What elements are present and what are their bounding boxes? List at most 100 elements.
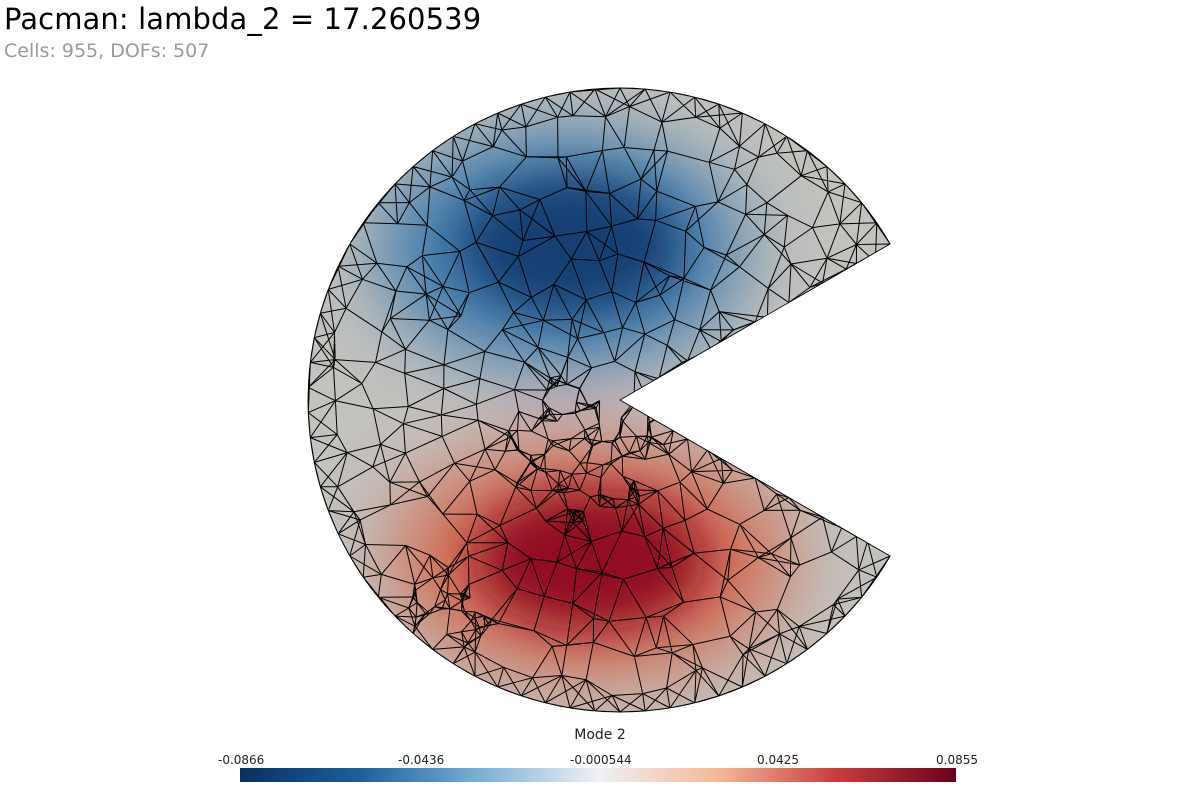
mesh-edge (337, 452, 348, 487)
mesh-edge (497, 677, 533, 688)
mesh-edge (474, 635, 482, 653)
mesh-edge (666, 652, 673, 689)
mesh-edge (539, 199, 556, 237)
mesh-edge (718, 311, 722, 342)
mesh-edge (545, 520, 574, 524)
mesh-edge (520, 677, 534, 697)
mesh-edge (449, 600, 463, 610)
mesh-edge (666, 319, 676, 346)
mesh-edge (519, 209, 556, 237)
mesh-edge (610, 455, 623, 465)
mesh-edge (572, 115, 606, 118)
mesh-edge (566, 618, 594, 646)
mesh-edge (381, 331, 406, 350)
mesh-edge (629, 88, 646, 107)
mesh-edge (766, 288, 769, 318)
mesh-edge (790, 510, 801, 538)
mesh-edge (579, 473, 588, 491)
mesh-edge (659, 294, 676, 320)
mesh-edge (612, 693, 643, 696)
mesh-edge (598, 400, 601, 424)
mesh-edge (632, 398, 648, 408)
mesh-edge (691, 469, 733, 473)
mesh-edge (390, 496, 428, 506)
mesh-edge (475, 215, 494, 243)
mesh-edge (647, 408, 651, 413)
mesh-edge (645, 617, 657, 648)
colorbar-tick-label: 0.0425 (757, 753, 799, 767)
mesh-edge (389, 318, 406, 350)
mesh-edge (362, 278, 397, 292)
mesh-edge (565, 156, 568, 188)
mesh-edge (605, 106, 630, 118)
mesh-edge (545, 520, 565, 536)
mesh-edge (706, 482, 724, 510)
mesh-edge (571, 318, 605, 334)
mesh-edge (441, 414, 479, 421)
mesh-edge (539, 187, 568, 201)
mesh-edge (783, 215, 788, 248)
mesh-edge (499, 525, 509, 543)
mesh-edge (334, 400, 338, 435)
mesh-edge (657, 566, 672, 570)
mesh-edge (515, 486, 537, 509)
mesh-edge (806, 150, 829, 193)
mesh-edge (586, 472, 602, 478)
mesh-edge (822, 516, 832, 553)
mesh-edge (361, 362, 376, 384)
mesh-edge (545, 96, 574, 117)
mesh-edge (510, 436, 520, 451)
mesh-edge (579, 462, 588, 474)
mesh-edge (498, 281, 532, 298)
mesh-edge (812, 227, 828, 259)
mesh-edge (545, 679, 587, 704)
mesh-edge (648, 441, 664, 446)
mesh-edge (337, 486, 355, 513)
mesh-edge (748, 611, 757, 649)
mesh-edge (602, 147, 625, 151)
mesh-edge (566, 603, 574, 646)
mesh-edge (710, 254, 727, 291)
mesh-edge (554, 235, 572, 260)
mesh-edge (653, 149, 668, 152)
mesh-edge (639, 435, 648, 451)
mesh-edge (394, 607, 410, 617)
mesh-edge (557, 491, 569, 510)
mesh-edge (404, 372, 444, 389)
mesh-edge (584, 438, 602, 442)
mesh-edge (839, 222, 877, 225)
mesh-edge (406, 266, 444, 287)
mesh-edge (726, 234, 765, 256)
mesh-edge (419, 462, 455, 483)
mesh-edge (516, 461, 532, 484)
mesh-edge (389, 482, 391, 505)
mesh-edge (748, 648, 766, 677)
mesh-edge (484, 618, 493, 627)
mesh-edge (558, 483, 565, 494)
mesh-edge (837, 596, 862, 600)
mesh-edge (535, 491, 558, 509)
mesh-edge (608, 579, 624, 622)
mesh-edge (719, 112, 743, 129)
mesh-edge (656, 644, 694, 649)
mesh-edge (497, 112, 503, 131)
mesh-edge (476, 513, 501, 526)
mesh-edge (572, 568, 578, 604)
mesh-edge (461, 584, 470, 602)
mesh-edge (502, 329, 539, 348)
mesh-edge (783, 227, 813, 248)
mesh-edge (648, 441, 669, 455)
mesh-edge (593, 618, 610, 622)
mesh-edge (505, 449, 519, 452)
mesh-edge (557, 484, 559, 492)
mesh-edge (764, 123, 778, 154)
mesh-edge (741, 648, 750, 688)
mesh-edge (611, 226, 619, 255)
mesh-edge (337, 511, 355, 535)
mesh-edge (434, 606, 450, 610)
mesh-edge (719, 549, 732, 598)
mesh-edge (334, 308, 347, 333)
mesh-edge (483, 616, 490, 626)
mesh-edge (577, 332, 605, 340)
mesh-edge (524, 361, 548, 391)
